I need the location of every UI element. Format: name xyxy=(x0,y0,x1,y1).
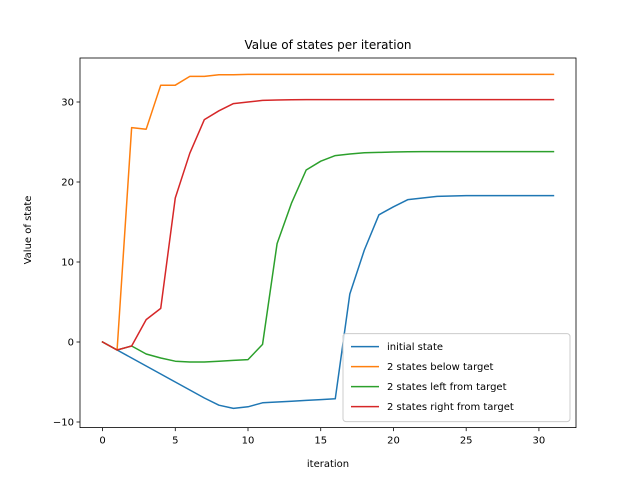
y-tick-label: 10 xyxy=(61,258,74,269)
legend-label: 2 states below target xyxy=(387,362,494,373)
legend-label: initial state xyxy=(387,342,443,353)
x-tick-label: 0 xyxy=(99,436,105,447)
x-tick-label: 30 xyxy=(533,436,546,447)
series-line-2-states-right-from-target xyxy=(101,98,555,351)
legend: initial state 2 states below target 2 stat… xyxy=(342,333,571,423)
y-tick-label: 20 xyxy=(61,178,74,189)
y-tick-label: 30 xyxy=(61,98,74,109)
y-axis-label: Value of state xyxy=(23,196,34,265)
legend-label: 2 states left from target xyxy=(387,382,507,393)
chart-title: Value of states per iteration xyxy=(244,38,411,52)
series-line-2-states-left-from-target xyxy=(101,150,555,363)
y-tick-label: 0 xyxy=(68,338,74,349)
y-axis: −10 0 10 20 30 xyxy=(53,98,80,429)
legend-label: 2 states right from target xyxy=(387,402,514,413)
x-tick-label: 10 xyxy=(242,436,255,447)
plot-frame xyxy=(79,57,577,429)
y-tick-label: −10 xyxy=(53,418,74,429)
x-axis: 0 5 10 15 20 25 30 xyxy=(99,427,546,447)
x-axis-label: iteration xyxy=(307,459,349,470)
x-tick-label: 20 xyxy=(387,436,400,447)
series-lines xyxy=(101,73,555,410)
x-tick-label: 15 xyxy=(314,436,327,447)
series-line-2-states-below-target xyxy=(101,73,555,351)
legend-box xyxy=(342,333,571,423)
x-tick-label: 25 xyxy=(460,436,473,447)
x-tick-label: 5 xyxy=(172,436,178,447)
series-line-initial-state xyxy=(101,194,555,410)
